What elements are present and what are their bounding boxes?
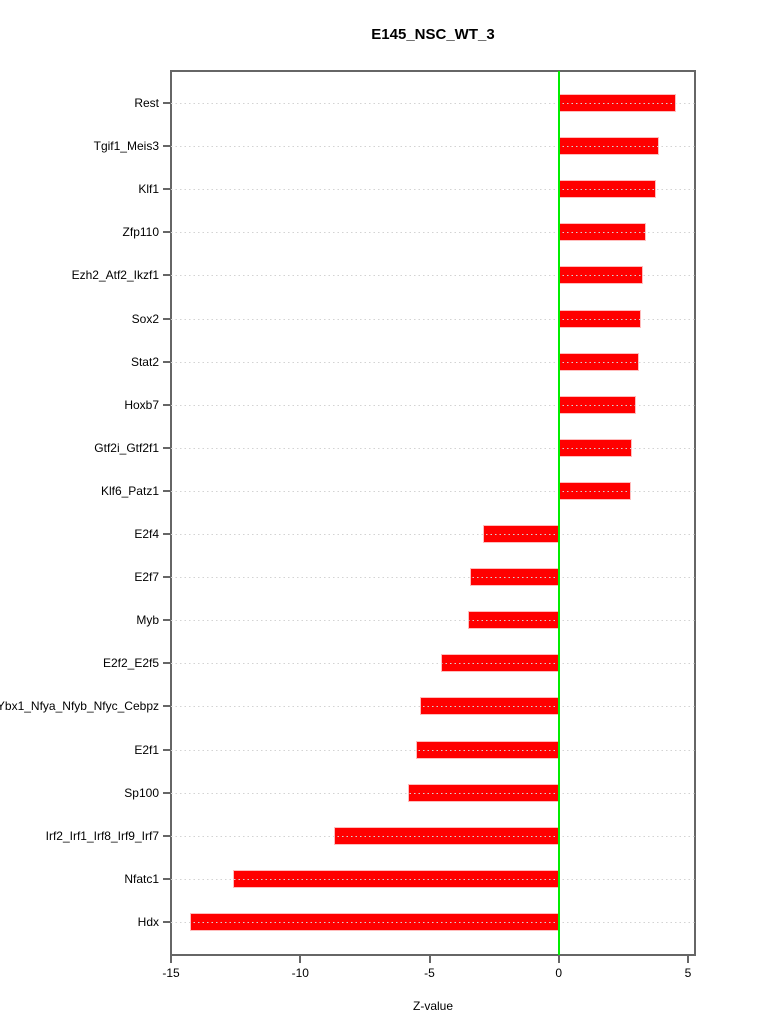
y-axis-tick — [163, 188, 171, 191]
y-axis-tick — [163, 619, 171, 622]
y-axis-tick — [163, 834, 171, 837]
grid-dotted-line — [171, 835, 695, 837]
grid-dotted-line — [171, 706, 695, 708]
plot-border-box — [170, 70, 696, 956]
y-axis-label-E2f2_E2f5: E2f2_E2f5 — [102, 656, 159, 671]
x-axis-label: Z-value — [412, 999, 454, 1013]
y-axis-tick — [163, 921, 171, 923]
y-axis-tick — [163, 791, 171, 794]
y-axis-tick — [163, 145, 171, 148]
x-axis-tick — [557, 956, 560, 963]
y-axis-label-Sox2: Sox2 — [131, 311, 159, 326]
x-axis-tick — [299, 956, 302, 963]
y-axis-tick — [163, 403, 171, 406]
chart-title: E145_NSC_WT_3 — [371, 26, 495, 43]
y-axis-label-Tgif1_Meis3: Tgif1_Meis3 — [93, 139, 159, 154]
grid-dotted-line — [171, 490, 695, 492]
y-axis-tick — [163, 360, 171, 363]
y-axis-label-Klf6_Patz1: Klf6_Patz1 — [100, 483, 159, 498]
y-axis-tick — [163, 489, 171, 492]
grid-dotted-line — [171, 792, 695, 794]
x-axis-tick-label: 0 — [555, 966, 563, 980]
y-axis-label-Nfatc1: Nfatc1 — [124, 871, 159, 886]
y-axis-label-Gtf2i_Gtf2f1: Gtf2i_Gtf2f1 — [94, 440, 159, 455]
y-axis-label-Zfp110: Zfp110 — [122, 225, 159, 240]
grid-dotted-line — [171, 447, 695, 449]
y-axis-label-Sp100: Sp100 — [124, 785, 159, 800]
grid-dotted-line — [171, 404, 695, 406]
grid-dotted-line — [171, 878, 695, 880]
x-axis-tick-label: 5 — [684, 966, 692, 980]
grid-dotted-line — [171, 146, 695, 148]
zero-reference-line — [557, 71, 560, 955]
x-axis-tick-label: -15 — [162, 966, 180, 980]
y-axis-tick — [163, 317, 171, 320]
grid-dotted-line — [171, 189, 695, 191]
y-axis-label-Klf1: Klf1 — [138, 182, 159, 197]
y-axis-label-E2f4: E2f4 — [134, 527, 159, 542]
y-axis-label-E2f1: E2f1 — [134, 742, 159, 757]
grid-dotted-line — [171, 361, 695, 363]
y-axis-label-Myb: Myb — [136, 613, 159, 628]
y-axis-label-Ezh2_Atf2_Ikzf1: Ezh2_Atf2_Ikzf1 — [71, 268, 159, 283]
y-axis-tick — [163, 662, 171, 665]
grid-dotted-line — [171, 749, 695, 751]
grid-dotted-line — [171, 663, 695, 665]
y-axis-tick — [163, 446, 171, 449]
grid-dotted-line — [171, 577, 695, 579]
plot-area — [171, 71, 695, 955]
grid-dotted-line — [171, 275, 695, 277]
grid-dotted-line — [171, 103, 695, 104]
y-axis-label-E2f7: E2f7 — [134, 570, 159, 585]
y-axis-tick — [163, 705, 171, 708]
y-axis-label-Ybx1_Nfya_Nfyb_Nfyc_Cebpz: Ybx1_Nfya_Nfyb_Nfyc_Cebpz — [0, 699, 159, 714]
y-axis-tick — [163, 877, 171, 880]
y-axis-tick — [163, 274, 171, 277]
y-axis-label-Hdx: Hdx — [137, 915, 159, 929]
grid-dotted-line — [171, 922, 695, 923]
y-axis-label-Stat2: Stat2 — [130, 354, 159, 369]
grid-dotted-line — [171, 318, 695, 320]
y-axis-tick — [163, 102, 171, 104]
grid-dotted-line — [171, 534, 695, 536]
y-axis-label-Irf2_Irf1_Irf8_Irf9_Irf7: Irf2_Irf1_Irf8_Irf9_Irf7 — [45, 828, 159, 843]
grid-dotted-line — [171, 620, 695, 622]
x-axis-tick-label: -5 — [424, 966, 435, 980]
y-axis-tick — [163, 748, 171, 751]
x-axis-tick-label: -10 — [291, 966, 309, 980]
y-axis-label-Hoxb7: Hoxb7 — [124, 397, 159, 412]
y-axis-tick — [163, 576, 171, 579]
y-axis-label-Rest: Rest — [134, 96, 159, 110]
grid-dotted-line — [171, 232, 695, 234]
y-axis-tick — [163, 533, 171, 536]
x-axis-tick — [428, 956, 431, 963]
x-axis-tick — [170, 956, 172, 963]
y-axis-tick — [163, 231, 171, 234]
x-axis-tick — [687, 956, 690, 963]
